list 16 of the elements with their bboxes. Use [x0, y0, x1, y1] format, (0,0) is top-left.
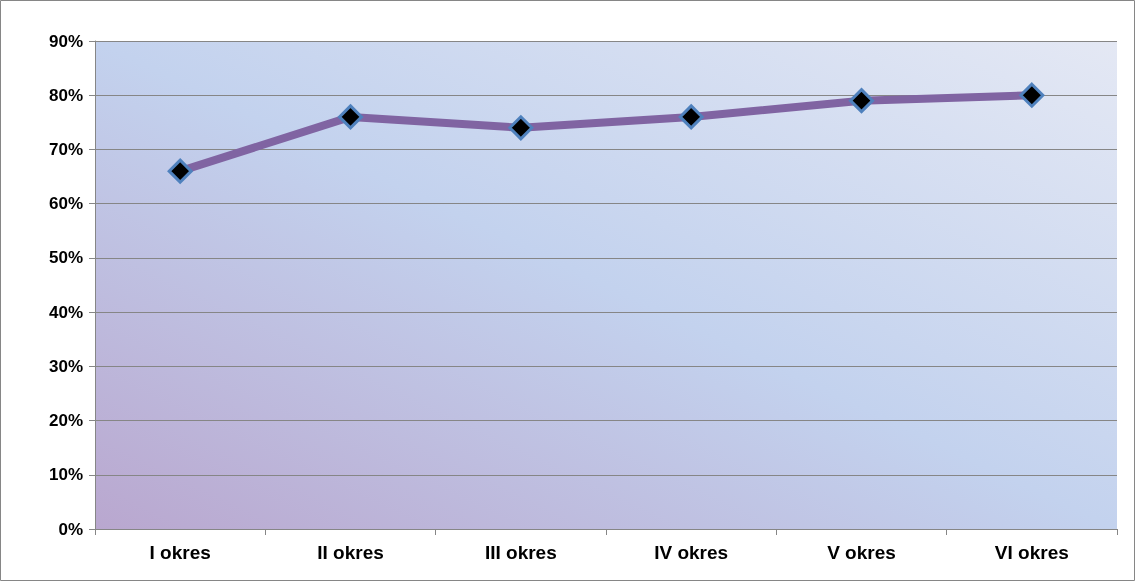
x-tick-label: I okres — [149, 542, 211, 563]
y-tick-label: 40% — [48, 302, 83, 322]
x-tick-label: IV okres — [654, 542, 729, 563]
y-tick-label: 0% — [58, 519, 83, 539]
x-tick-label: VI okres — [994, 542, 1069, 563]
x-tick-label: III okres — [484, 542, 557, 563]
x-tick-label: II okres — [317, 542, 384, 563]
y-tick-label: 30% — [48, 356, 83, 376]
y-tick-label: 10% — [48, 465, 83, 485]
y-tick-label: 20% — [48, 411, 83, 431]
y-tick-label: 70% — [48, 139, 83, 159]
y-tick-label: 50% — [48, 248, 83, 268]
y-tick-label: 60% — [48, 194, 83, 214]
y-tick-label: 80% — [48, 85, 83, 105]
x-tick-label: V okres — [827, 542, 896, 563]
y-tick-label: 90% — [48, 31, 83, 51]
